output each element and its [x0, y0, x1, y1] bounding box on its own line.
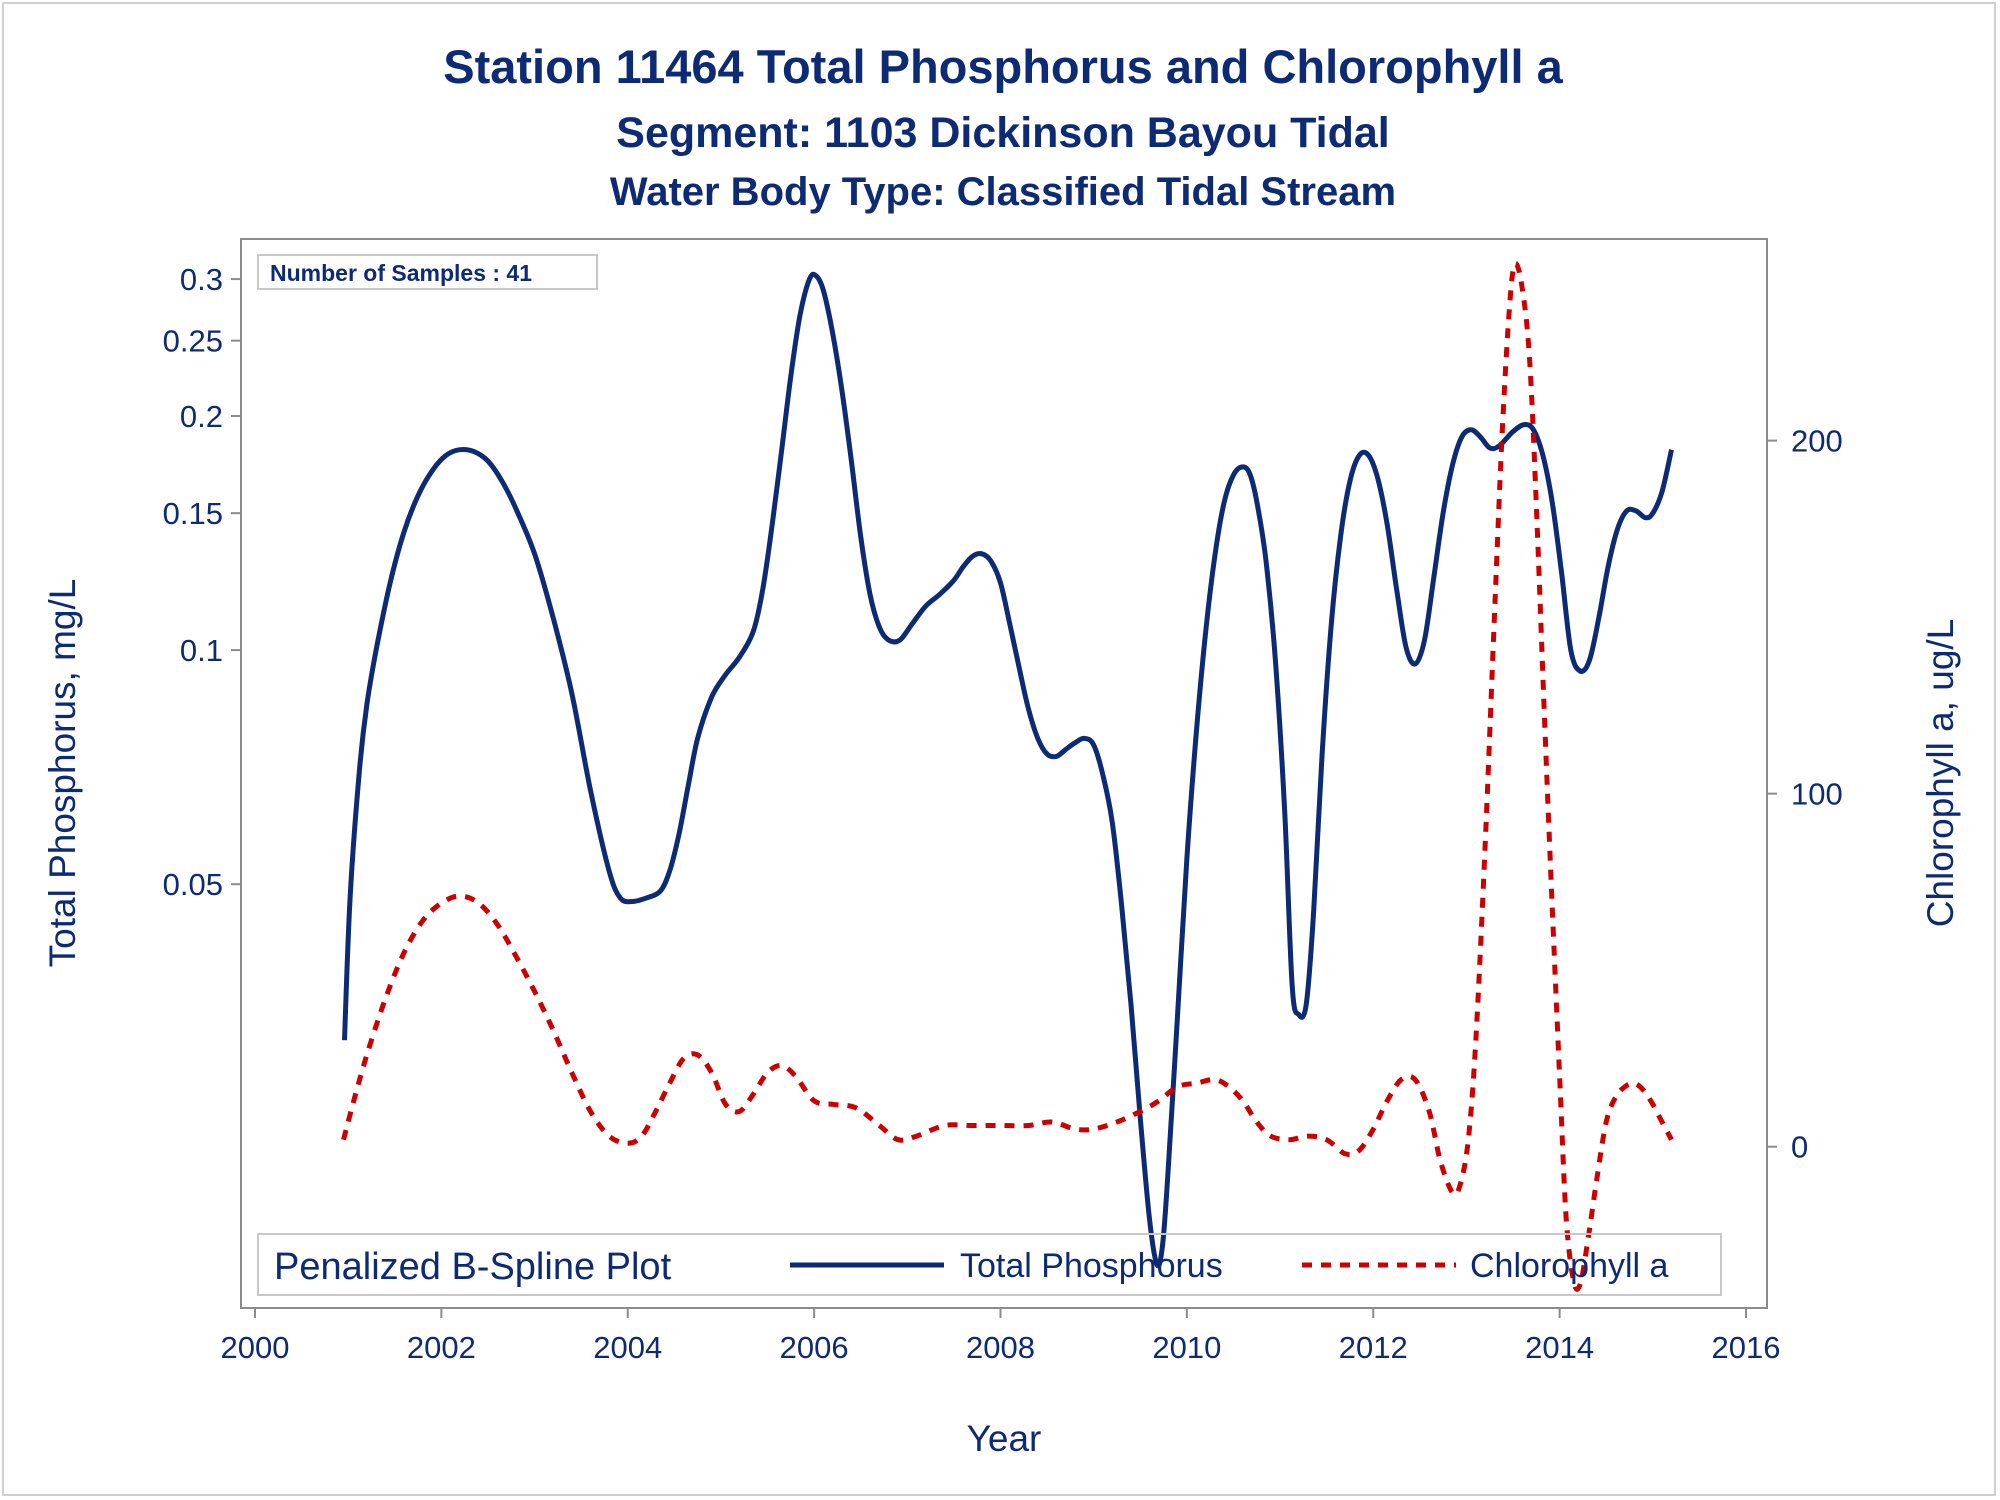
- y2-tick-label: 0: [1791, 1130, 1808, 1165]
- x-axis-label: Year: [967, 1418, 1042, 1459]
- x-tick-label: 2002: [407, 1330, 476, 1365]
- y-tick-label: 0.15: [163, 496, 223, 531]
- y-axis-label: Total Phosphorus, mg/L: [42, 579, 83, 968]
- x-tick-label: 2006: [780, 1330, 849, 1365]
- y2-axis-label: Chlorophyll a, ug/L: [1920, 619, 1961, 928]
- legend-title: Penalized B-Spline Plot: [274, 1246, 672, 1288]
- legend-box: [257, 1233, 1722, 1296]
- x-tick-label: 2014: [1525, 1330, 1594, 1365]
- chart-title: Station 11464 Total Phosphorus and Chlor…: [443, 40, 1563, 93]
- legend: Penalized B-Spline Plot Total Phosphorus…: [257, 1233, 1722, 1296]
- y-axis-right: 0 100 200: [1767, 424, 1843, 1165]
- series-layer: [341, 260, 1674, 1292]
- y2-tick-label: 200: [1791, 424, 1843, 459]
- x-tick-label: 2008: [966, 1330, 1035, 1365]
- series-line-chlorophyll: [341, 260, 1674, 1292]
- y-axis-left: 0.05 0.1 0.15 0.2 0.25 0.3: [163, 262, 241, 902]
- x-tick-label: 2016: [1712, 1330, 1781, 1365]
- sample-count-box: [257, 254, 598, 290]
- y-tick-label: 0.2: [180, 399, 223, 434]
- chart-subtitle: Segment: 1103 Dickinson Bayou Tidal: [616, 109, 1389, 157]
- legend-label-tp: Total Phosphorus: [960, 1247, 1223, 1285]
- y2-tick-label: 100: [1791, 777, 1843, 812]
- x-tick-label: 2000: [221, 1330, 290, 1365]
- series-line-phosphorus: [342, 271, 1674, 1269]
- y-tick-label: 0.05: [163, 867, 223, 902]
- x-tick-label: 2012: [1339, 1330, 1408, 1365]
- x-tick-label: 2004: [593, 1330, 662, 1365]
- chart-subtitle-2: Water Body Type: Classified Tidal Stream: [610, 170, 1396, 214]
- x-tick-label: 2010: [1152, 1330, 1221, 1365]
- sample-count-label: Number of Samples : 41: [270, 260, 532, 286]
- x-axis: 2000 2002 2004 2006 2008 2010 2012 2014 2016: [221, 1308, 1781, 1365]
- y-tick-label: 0.25: [163, 324, 223, 359]
- plot-area: [240, 238, 1768, 1309]
- y-tick-label: 0.1: [180, 633, 223, 668]
- legend-label-chl: Chlorophyll a: [1470, 1247, 1669, 1285]
- y-tick-label: 0.3: [180, 262, 223, 297]
